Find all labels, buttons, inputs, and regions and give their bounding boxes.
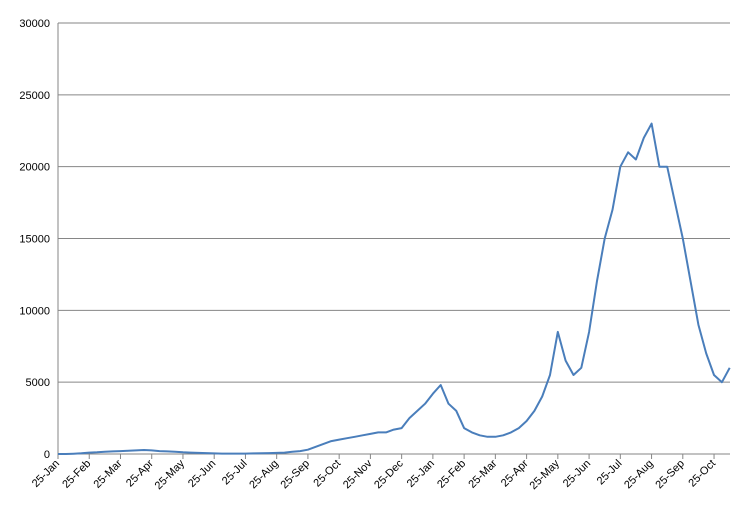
x-tick-label: 25-Feb	[435, 458, 468, 491]
y-tick-label: 10000	[19, 305, 50, 317]
x-tick-label: 25-Dec	[372, 457, 406, 491]
x-tick-label: 25-Mar	[466, 457, 499, 490]
x-tick-label: 25-Aug	[247, 458, 281, 492]
y-tick-label: 30000	[19, 18, 50, 30]
x-tick-label: 25-May	[528, 457, 563, 492]
data-line	[58, 122, 731, 455]
x-tick-label: 25-Jul	[595, 458, 625, 488]
x-tick-label: 25-Jan	[30, 458, 62, 490]
x-tick-label: 25-Jun	[561, 458, 593, 490]
x-tick-label: 25-Mar	[91, 457, 124, 490]
x-tick-label: 25-Sep	[653, 458, 687, 492]
x-tick-label: 25-Oct	[311, 458, 343, 490]
x-tick-label: 25-Aug	[622, 458, 656, 492]
y-tick-label: 15000	[19, 234, 50, 246]
x-tick-label: 25-Jul	[220, 458, 250, 488]
x-tick-label: 25-Apr	[124, 457, 156, 489]
x-tick-label: 25-Jun	[186, 458, 218, 490]
y-tick-label: 25000	[19, 90, 50, 102]
y-tick-label: 20000	[19, 162, 50, 174]
x-tick-label: 25-Apr	[499, 457, 531, 489]
x-tick-label: 25-Jan	[405, 458, 437, 490]
x-tick-label: 25-Oct	[686, 458, 718, 490]
x-tick-label: 25-Nov	[341, 457, 375, 491]
x-tick-label: 25-May	[153, 457, 188, 492]
x-tick-label: 25-Sep	[278, 458, 312, 492]
x-tick-label: 25-Feb	[60, 458, 93, 491]
y-tick-label: 0	[44, 449, 50, 461]
y-tick-label: 5000	[26, 377, 50, 389]
